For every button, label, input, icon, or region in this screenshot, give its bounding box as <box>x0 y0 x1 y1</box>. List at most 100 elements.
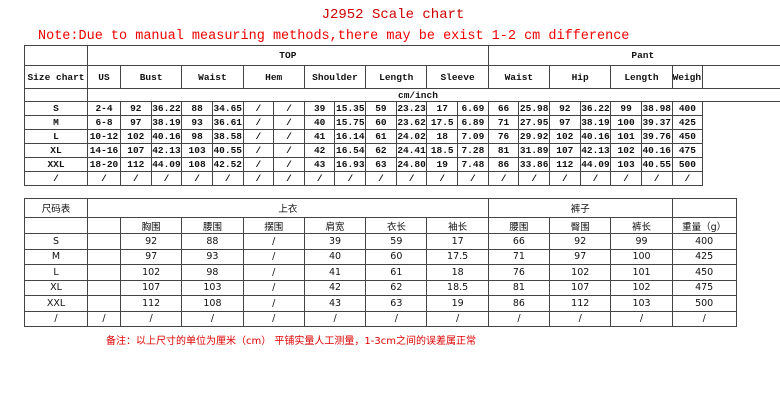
value-cell: 107 <box>120 143 152 158</box>
value-cell: 475 <box>671 279 737 296</box>
value-cell: 81 <box>487 143 520 158</box>
value-cell: 71 <box>487 248 551 265</box>
value-cell: 81 <box>487 279 551 296</box>
value-cell: / <box>426 310 489 327</box>
value-cell: 108 <box>181 157 213 172</box>
value-cell: / <box>365 171 397 186</box>
chart-title: J2952 Scale chart <box>321 7 465 23</box>
value-cell: 76 <box>487 264 551 281</box>
unit-label: cm/inch <box>87 88 780 102</box>
value-cell: 103 <box>181 143 213 158</box>
column-header: 重量（g） <box>671 217 737 234</box>
value-cell: 60 <box>365 115 397 130</box>
value-cell: / <box>87 171 121 186</box>
value-cell: / <box>579 171 612 186</box>
value-cell: 62 <box>365 143 397 158</box>
blank-cell <box>24 217 88 234</box>
value-cell: 93 <box>181 248 244 265</box>
value-cell: 42.52 <box>211 157 244 172</box>
value-cell: 23.62 <box>395 115 428 130</box>
column-header: Hip <box>548 65 612 89</box>
column-header: Waist <box>181 65 244 89</box>
value-cell: 24.02 <box>395 129 428 144</box>
value-cell: 88 <box>181 233 244 250</box>
column-header: 肩宽 <box>303 217 367 234</box>
value-cell: 107 <box>119 279 183 296</box>
footer-note: 备注：以上尺寸的单位为厘米（cm） 平铺实量人工测量，1-3cm之间的误差属正常 <box>106 336 476 347</box>
value-cell: / <box>181 171 213 186</box>
value-cell: 24.80 <box>395 157 428 172</box>
column-header: 衣长 <box>365 217 428 234</box>
value-cell: 450 <box>671 129 704 144</box>
size-cell: S <box>24 101 88 116</box>
value-cell: 6.69 <box>457 101 489 116</box>
value-cell: 40 <box>303 115 336 130</box>
value-cell: 86 <box>487 295 551 312</box>
value-cell: 42 <box>303 143 336 158</box>
value-cell: / <box>242 129 275 144</box>
value-cell: / <box>610 171 642 186</box>
table-row: 胸围 腰围 摆围 肩宽 衣长 袖长 腰围 臀围 裤长 重量（g） <box>24 217 737 234</box>
value-cell: 112 <box>119 295 183 312</box>
blank-cell <box>24 45 88 66</box>
value-cell: / <box>119 310 183 327</box>
value-cell: / <box>334 171 367 186</box>
value-cell: 18 <box>426 129 459 144</box>
value-cell: 16.54 <box>334 143 367 158</box>
value-cell: 18.5 <box>426 279 489 296</box>
value-cell: / <box>426 171 459 186</box>
size-cell: XL <box>24 279 88 296</box>
value-cell: 40 <box>303 248 367 265</box>
value-cell: 17.5 <box>426 248 489 265</box>
value-cell: 7.09 <box>457 129 489 144</box>
value-cell: 43 <box>303 157 336 172</box>
size-cell: / <box>24 171 88 186</box>
value-cell: / <box>87 310 121 327</box>
size-cell: XXL <box>24 157 88 172</box>
value-cell: 40.16 <box>579 129 612 144</box>
value-cell: / <box>640 171 673 186</box>
value-cell: 97 <box>120 115 152 130</box>
value-cell: 500 <box>671 295 737 312</box>
value-cell: 63 <box>365 157 397 172</box>
value-cell: / <box>273 101 305 116</box>
value-cell: 400 <box>671 233 737 250</box>
value-cell: 36.61 <box>211 115 244 130</box>
table-row: Size chart US Bust Waist Hem Shoulder Length Sl… <box>24 65 780 89</box>
value-cell: 29.92 <box>518 129 550 144</box>
value-cell: 92 <box>549 101 581 116</box>
value-cell: 40.55 <box>640 157 673 172</box>
value-cell: 39 <box>303 233 367 250</box>
value-cell: 39.76 <box>640 129 673 144</box>
value-cell <box>87 295 121 312</box>
value-cell: 61 <box>365 264 428 281</box>
measurement-note: Note:Due to manual measuring methods,the… <box>38 29 630 44</box>
value-cell: 99 <box>610 233 673 250</box>
value-cell: 33.86 <box>518 157 550 172</box>
value-cell: 63 <box>365 295 428 312</box>
value-cell: / <box>273 143 305 158</box>
value-cell: 60 <box>365 248 428 265</box>
value-cell: / <box>273 115 305 130</box>
value-cell: 44.09 <box>150 157 183 172</box>
table-row: / / / / / / / / / / / / / / / / / / / / / <box>24 171 780 186</box>
value-cell: 108 <box>181 295 244 312</box>
value-cell: / <box>211 171 244 186</box>
value-cell: 475 <box>671 143 704 158</box>
value-cell: / <box>273 157 305 172</box>
value-cell: 36.22 <box>150 101 183 116</box>
value-cell: 42.13 <box>579 143 612 158</box>
value-cell: 42 <box>303 279 367 296</box>
value-cell: / <box>242 157 275 172</box>
value-cell: 31.89 <box>518 143 550 158</box>
value-cell: 18.5 <box>426 143 459 158</box>
value-cell: 17 <box>426 101 459 116</box>
value-cell: / <box>242 295 305 312</box>
value-cell: 98 <box>181 129 213 144</box>
value-cell: 425 <box>671 115 704 130</box>
value-cell: 6-8 <box>87 115 121 130</box>
value-cell: / <box>549 310 612 327</box>
value-cell: 23.23 <box>395 101 428 116</box>
size-cell: / <box>24 310 88 327</box>
value-cell: 38.58 <box>211 129 244 144</box>
